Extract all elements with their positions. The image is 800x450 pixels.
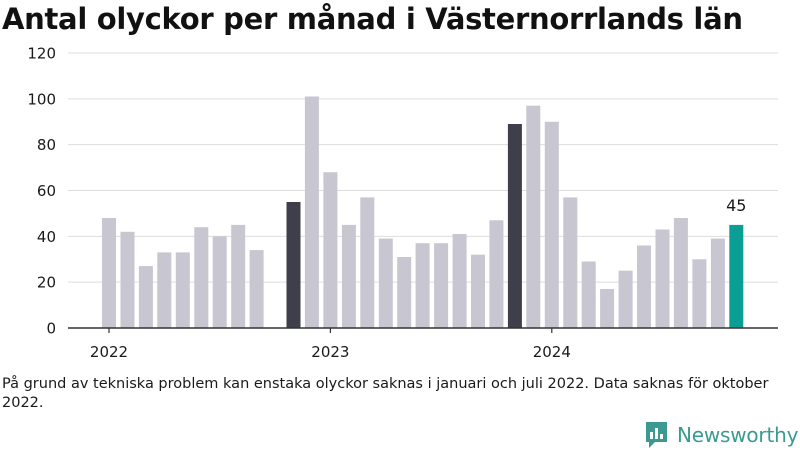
bar xyxy=(138,266,153,328)
bar xyxy=(194,227,209,328)
bar xyxy=(415,243,430,328)
bar xyxy=(637,245,651,328)
y-axis: 0 20 40 60 80 100 120 xyxy=(27,45,56,338)
bar xyxy=(175,252,190,328)
bar xyxy=(600,289,615,328)
bar xyxy=(507,124,522,328)
y-tick-label: 0 xyxy=(46,320,56,338)
brand-name: Newsworthy xyxy=(677,423,799,447)
newsworthy-logo-icon xyxy=(646,422,667,448)
chart-title: Antal olyckor per månad i Västernorrland… xyxy=(2,2,743,36)
bar xyxy=(120,231,135,329)
bar xyxy=(323,172,338,328)
bar xyxy=(341,224,356,328)
y-tick-label: 20 xyxy=(37,274,56,292)
bar xyxy=(563,197,578,328)
bar-chart: 0 20 40 60 80 100 120 2022 2023 2024 45 xyxy=(27,45,778,361)
bar xyxy=(452,234,467,328)
y-tick-label: 120 xyxy=(27,45,56,63)
x-tick-label: 2022 xyxy=(90,343,128,361)
latest-value-label: 45 xyxy=(726,196,746,215)
bar xyxy=(729,224,744,328)
data-labels: 45 xyxy=(726,196,746,215)
bar xyxy=(360,197,375,328)
y-tick-label: 80 xyxy=(37,136,56,154)
bar xyxy=(286,202,301,328)
bar xyxy=(581,261,596,328)
bar xyxy=(692,259,707,329)
brand-logo[interactable]: Newsworthy xyxy=(644,420,798,450)
y-tick-label: 40 xyxy=(37,228,56,246)
bar xyxy=(157,252,172,328)
bar xyxy=(673,218,688,328)
bar xyxy=(397,257,412,328)
bar xyxy=(526,105,541,328)
bar xyxy=(231,224,246,328)
bar xyxy=(434,243,449,328)
x-tick-label: 2023 xyxy=(311,343,349,361)
bar xyxy=(544,121,559,329)
bar xyxy=(710,238,725,328)
x-axis: 2022 2023 2024 xyxy=(68,327,778,361)
bar xyxy=(378,238,393,328)
bar xyxy=(304,96,319,328)
y-tick-label: 60 xyxy=(37,182,56,200)
bar xyxy=(212,236,227,328)
footnote: På grund av tekniska problem kan enstaka… xyxy=(2,376,769,411)
bar xyxy=(249,250,264,328)
bar xyxy=(618,270,633,328)
bar xyxy=(102,218,116,328)
bars xyxy=(102,96,744,329)
bar xyxy=(489,220,504,328)
bar xyxy=(655,229,670,328)
bar xyxy=(471,254,485,328)
x-tick-label: 2024 xyxy=(533,343,571,361)
y-tick-label: 100 xyxy=(27,90,56,108)
